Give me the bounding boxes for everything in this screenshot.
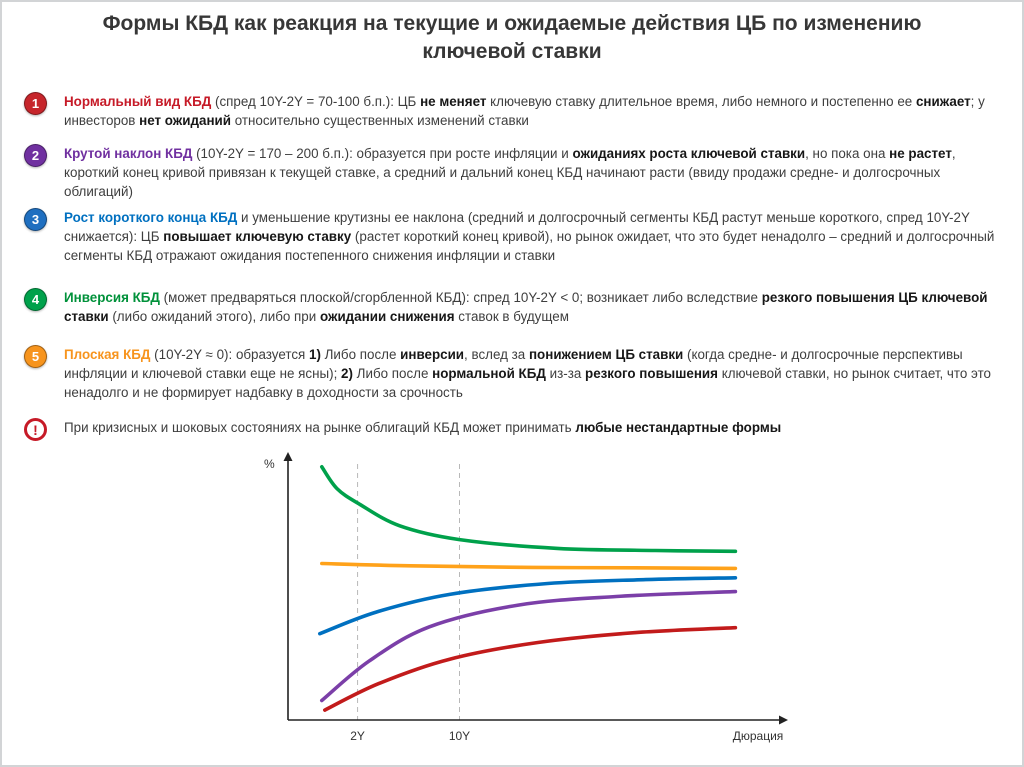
list-item-steep-curve: 2 Крутой наклон КБД (10Y-2Y = 170 – 200 … xyxy=(24,144,998,201)
slide-title: Формы КБД как реакция на текущие и ожида… xyxy=(102,12,922,63)
item-2-number-badge: 2 xyxy=(24,144,47,167)
warning-note: ! При кризисных и шоковых состояниях на … xyxy=(24,418,998,441)
list-item-short-end-rise: 3 Рост короткого конца КБД и уменьшение … xyxy=(24,208,998,265)
curve-4 xyxy=(323,625,738,712)
item-5-text: Плоская КБД (10Y-2Y ≈ 0): образуется 1) … xyxy=(64,347,991,400)
item-3-text: Рост короткого конца КБД и уменьшение кр… xyxy=(64,210,995,263)
item-5-number-badge: 5 xyxy=(24,345,47,368)
item-1-number-badge: 1 xyxy=(24,92,47,115)
item-3-number-badge: 3 xyxy=(24,208,47,231)
x-tick-label-10y: 10Y xyxy=(449,729,470,743)
list-item-normal-curve: 1 Нормальный вид КБД (спред 10Y-2Y = 70-… xyxy=(24,92,998,130)
curve-1 xyxy=(320,561,738,571)
item-4-text: Инверсия КБД (может предваряться плоской… xyxy=(64,290,988,324)
x-tick-label-2y: 2Y xyxy=(350,729,365,743)
list-item-flat-curve: 5 Плоская КБД (10Y-2Y ≈ 0): образуется 1… xyxy=(24,345,998,402)
warning-icon: ! xyxy=(24,418,47,441)
list-item-inverted-curve: 4 Инверсия КБД (может предваряться плоск… xyxy=(24,288,998,326)
item-2-text: Крутой наклон КБД (10Y-2Y = 170 – 200 б.… xyxy=(64,146,956,199)
curve-0 xyxy=(320,465,738,554)
items-list: 1 Нормальный вид КБД (спред 10Y-2Y = 70-… xyxy=(24,92,998,441)
chart-area: % 2Y 10Y Дюрация xyxy=(238,448,798,753)
y-axis-label: % xyxy=(264,457,275,471)
warning-text: При кризисных и шоковых состояниях на ры… xyxy=(64,420,782,435)
x-axis-arrow-icon xyxy=(779,715,788,725)
item-1-text: Нормальный вид КБД (спред 10Y-2Y = 70-10… xyxy=(64,94,985,128)
curve-2 xyxy=(318,576,738,636)
item-4-number-badge: 4 xyxy=(24,288,47,311)
x-axis-label: Дюрация xyxy=(733,729,784,743)
yield-curve-chart: % 2Y 10Y Дюрация xyxy=(264,452,788,743)
warning-symbol: ! xyxy=(33,421,38,438)
y-axis-arrow-icon xyxy=(283,452,293,461)
curve-3 xyxy=(320,589,738,703)
